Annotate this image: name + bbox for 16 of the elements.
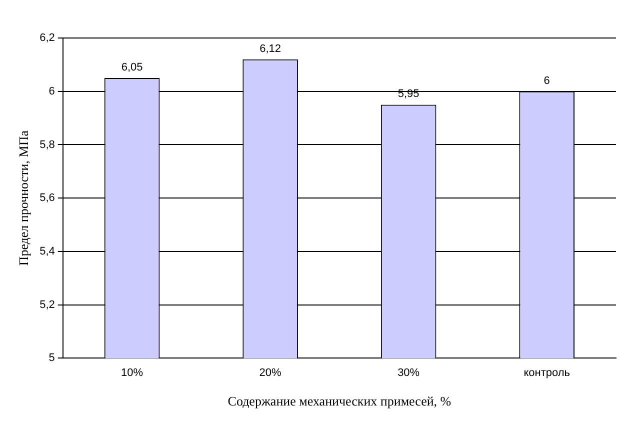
y-tick-label: 6,2 — [40, 32, 55, 44]
data-label: 6 — [544, 74, 550, 87]
y-tick-label: 6 — [48, 85, 55, 98]
y-tick-label: 5,2 — [40, 298, 55, 311]
x-tick-label: 10% — [121, 366, 144, 379]
y-tick-label: 5,4 — [40, 246, 55, 258]
x-tick-label: 20% — [259, 366, 282, 379]
y-tick-label: 5 — [48, 352, 55, 364]
y-axis-title: Предел прочности, МПа — [16, 130, 32, 266]
x-tick-label: 30% — [398, 366, 420, 379]
data-label: 6,05 — [121, 62, 143, 74]
x-axis-title: Содержание механических примесей, % — [228, 394, 452, 409]
data-label: 6,12 — [260, 42, 282, 55]
x-tick-label: контроль — [524, 366, 570, 379]
y-tick-label: 5,8 — [40, 138, 55, 151]
y-tick-label: 5,6 — [40, 192, 55, 204]
